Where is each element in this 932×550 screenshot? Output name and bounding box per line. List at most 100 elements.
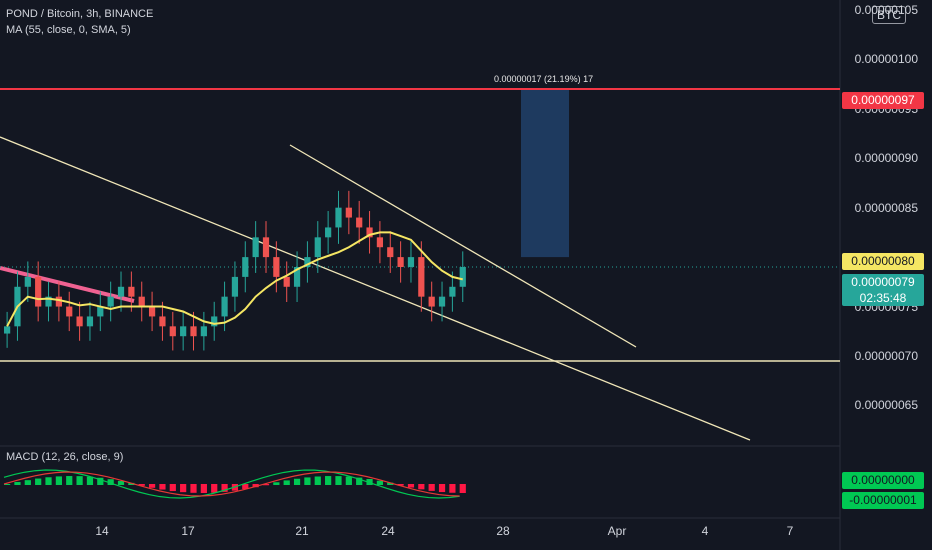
macd-histogram-bar: [356, 477, 363, 485]
macd-histogram-bar: [242, 484, 249, 490]
candle-body: [190, 326, 197, 337]
time-axis-label: 24: [381, 524, 395, 538]
candle-body: [428, 296, 435, 307]
price-axis-label: 0.00000070: [854, 349, 918, 363]
candle-body: [24, 276, 31, 287]
macd-histogram-bar: [449, 484, 456, 493]
time-axis-label: 28: [496, 524, 510, 538]
candle-body: [55, 296, 62, 307]
macd-legend: MACD (12, 26, close, 9): [6, 451, 124, 463]
macd-histogram-bar: [252, 484, 259, 488]
macd-histogram-bar: [138, 484, 145, 486]
macd-histogram-bar: [190, 484, 197, 493]
price-axis-label: 0.00000090: [854, 151, 918, 166]
time-axis-label: 7: [786, 524, 794, 538]
macd-histogram-bar: [407, 484, 415, 488]
macd-histogram-bar: [128, 482, 135, 485]
price-axis-label: 0.00000065: [854, 398, 918, 413]
time-axis-label: 21: [295, 524, 309, 538]
currency-badge[interactable]: BTC: [872, 6, 906, 24]
macd-histogram-bar: [159, 484, 166, 490]
macd-histogram-bar: [55, 476, 62, 485]
ma-legend: MA (55, close, 0, SMA, 5): [6, 24, 131, 36]
symbol-legend: POND / Bitcoin, 3h, BINANCE: [6, 8, 154, 20]
candle-body: [169, 326, 176, 337]
moving-average-line: [6, 231, 463, 327]
candle-body: [345, 207, 352, 218]
candle-body: [45, 296, 52, 307]
candle-body: [418, 257, 425, 297]
candle-body: [387, 247, 394, 258]
candle-body: [35, 276, 42, 307]
macd-value-tag: 0.00000000: [842, 472, 924, 489]
macd-histogram-bar: [14, 482, 21, 485]
time-axis-label: Apr: [607, 524, 627, 538]
candle-body: [107, 296, 114, 307]
candle-body: [148, 306, 156, 317]
macd-histogram-bar: [86, 476, 94, 485]
candle-body: [366, 227, 373, 238]
candle-body: [200, 326, 207, 337]
candle-body: [314, 237, 321, 258]
last-price-value: 0.00000079: [851, 275, 915, 289]
candle-body: [159, 316, 166, 327]
candle-body: [117, 286, 125, 297]
countdown: 02:35:48: [859, 291, 907, 305]
price-axis-label: 0.00000105: [854, 2, 918, 17]
candle-body: [211, 316, 218, 327]
macd-histogram-bar: [35, 478, 42, 485]
measure-box: [521, 89, 569, 258]
macd-histogram-bar: [314, 476, 321, 485]
trendline-lower: [0, 136, 751, 441]
macd-histogram-bar: [117, 480, 125, 485]
macd-histogram-bar: [376, 480, 384, 485]
macd-histogram-bar: [211, 484, 218, 493]
macd-histogram-bar: [221, 484, 228, 492]
candle-body: [138, 296, 145, 307]
macd-histogram-bar: [4, 484, 11, 485]
macd-histogram-bar: [76, 476, 83, 485]
ma-value-tag: 0.00000080: [842, 253, 924, 270]
macd-histogram-bar: [200, 484, 207, 493]
candle-body: [293, 267, 301, 287]
macd-histogram-bar: [428, 484, 435, 491]
macd-histogram-bar: [148, 484, 156, 488]
candle-body: [221, 296, 228, 317]
measure-annotation: 0.00000017 (21.19%) 17: [494, 74, 594, 84]
candle-body: [335, 207, 342, 228]
candle-body: [459, 267, 466, 287]
time-axis-label: 4: [701, 524, 709, 538]
candle-body: [66, 306, 73, 317]
macd-histogram-bar: [169, 484, 176, 492]
candle-body: [304, 257, 311, 267]
candle-body: [4, 326, 11, 334]
trendline-upper: [289, 144, 637, 348]
macd-histogram-bar: [262, 484, 270, 486]
macd-histogram-bar: [325, 476, 332, 485]
candle-body: [86, 316, 94, 327]
macd-histogram-bar: [180, 484, 187, 493]
macd-histogram-bar: [418, 484, 425, 490]
macd-histogram-bar: [387, 482, 394, 485]
macd-histogram-bar: [24, 480, 31, 485]
macd-line: [3, 469, 460, 499]
candle-body: [262, 237, 270, 258]
macd-histogram-bar: [335, 476, 342, 485]
candle-body: [438, 296, 446, 307]
macd-histogram-bar: [107, 479, 114, 485]
candle-body: [76, 316, 83, 327]
candle-body: [231, 276, 239, 297]
last-price-tag: 0.00000079 02:35:48: [842, 274, 924, 306]
macd-histogram-bar: [66, 476, 73, 485]
macd-histogram-bar: [304, 477, 311, 485]
candle-body: [325, 227, 332, 238]
signal-line: [3, 471, 460, 497]
candle-body: [97, 306, 104, 317]
price-axis-label: 0.00000085: [854, 200, 918, 215]
macd-signal-tag: -0.00000001: [842, 492, 924, 509]
candle-body: [242, 257, 249, 277]
macd-histogram-bar: [283, 480, 290, 485]
macd-histogram-bar: [397, 484, 404, 486]
macd-histogram-bar: [345, 476, 352, 485]
